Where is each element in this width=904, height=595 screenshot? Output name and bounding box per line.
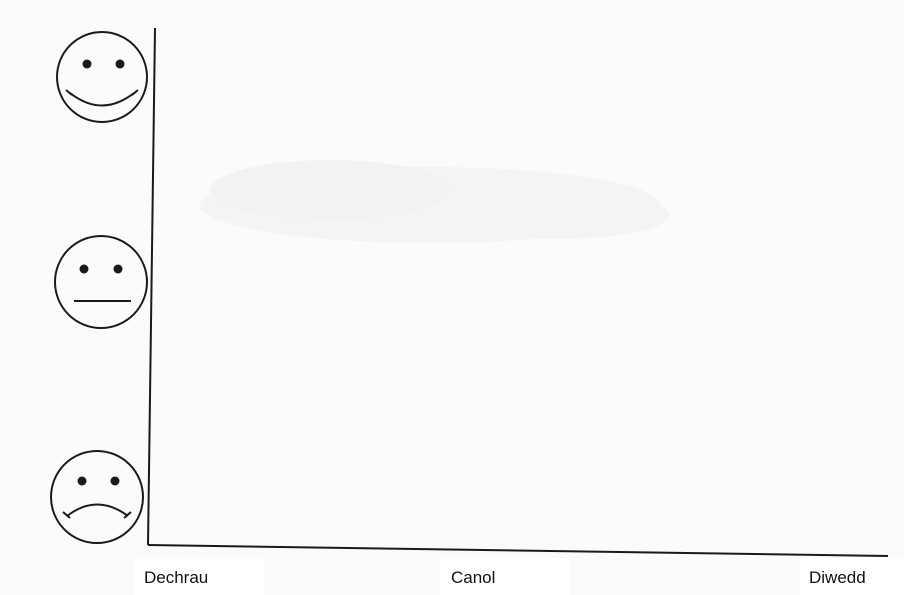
scan-smudge bbox=[200, 160, 670, 243]
x-label-end: Diwedd bbox=[809, 568, 866, 587]
neutral-face-icon bbox=[54, 235, 148, 329]
label-backing-end bbox=[800, 558, 904, 595]
label-backing-middle bbox=[440, 558, 570, 595]
label-backing-start bbox=[134, 558, 264, 595]
x-axis-line bbox=[147, 544, 889, 557]
x-label-start: Dechrau bbox=[144, 568, 209, 587]
sad-face-icon bbox=[50, 450, 144, 544]
y-axis-line bbox=[147, 27, 156, 546]
happy-face-icon bbox=[56, 31, 148, 123]
x-label-middle: Canol bbox=[451, 568, 496, 587]
